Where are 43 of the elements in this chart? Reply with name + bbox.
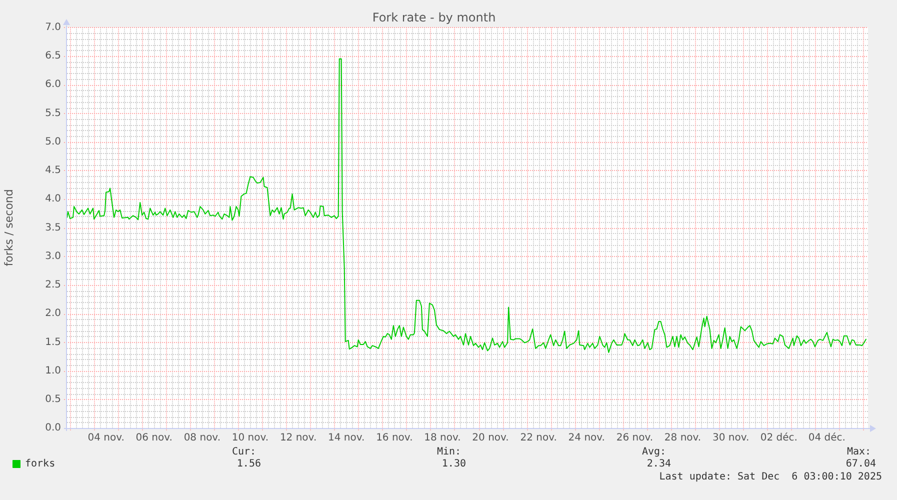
legend-label: forks (25, 458, 56, 470)
x-tick-label: 22 nov. (520, 432, 557, 444)
y-tick-label: 6.0 (45, 79, 61, 90)
x-tick-label: 14 nov. (328, 432, 365, 444)
y-tick-label: 5.0 (45, 136, 61, 148)
chart-title: Fork rate - by month (372, 10, 496, 24)
y-tick-label: 3.5 (45, 222, 61, 234)
text: Last update: Sat Dec 6 03:00:10 2025 (659, 472, 882, 483)
y-tick-label: 1.0 (45, 365, 61, 376)
y-tick-label: 7.0 (45, 22, 61, 33)
text: Cur: (232, 446, 256, 458)
y-tick-label: 5.5 (45, 108, 61, 119)
x-tick-label: 10 nov. (232, 432, 269, 444)
y-tick-label: 1.5 (45, 336, 61, 348)
y-tick-label: 2.0 (45, 308, 61, 320)
y-tick-label: 6.5 (45, 50, 61, 62)
y-tick-label: 0.5 (45, 394, 61, 405)
text: Max: (847, 446, 872, 458)
x-tick-label: 30 nov. (712, 432, 750, 444)
x-tick-label: 08 nov. (184, 432, 221, 444)
y-tick-label: 4.5 (45, 165, 61, 176)
x-tick-label: 16 nov. (376, 432, 413, 444)
y-tick-label: 2.5 (45, 280, 61, 291)
y-tick-label: 3.0 (45, 250, 61, 262)
text: 67.04 (846, 458, 876, 470)
text: Avg: (642, 446, 666, 458)
x-tick-label: 28 nov. (664, 432, 702, 444)
text: 1.30 (442, 458, 466, 470)
x-tick-label: 02 déc. (760, 432, 798, 444)
text: Min: (437, 446, 462, 458)
y-tick-label: 4.0 (45, 194, 61, 205)
text: 2.34 (646, 458, 671, 470)
y-axis-title: forks / second (2, 189, 16, 266)
x-tick-label: 04 nov. (88, 432, 124, 444)
x-tick-label: 26 nov. (616, 432, 654, 444)
y-tick-label: 0.0 (45, 422, 61, 434)
x-tick-label: 12 nov. (280, 432, 317, 444)
x-tick-label: 04 déc. (808, 432, 846, 444)
x-tick-label: 18 nov. (424, 432, 461, 444)
text: 1.56 (236, 458, 261, 470)
x-tick-label: 06 nov. (136, 432, 172, 444)
x-tick-label: 24 nov. (568, 432, 605, 444)
x-tick-label: 20 nov. (472, 432, 509, 444)
